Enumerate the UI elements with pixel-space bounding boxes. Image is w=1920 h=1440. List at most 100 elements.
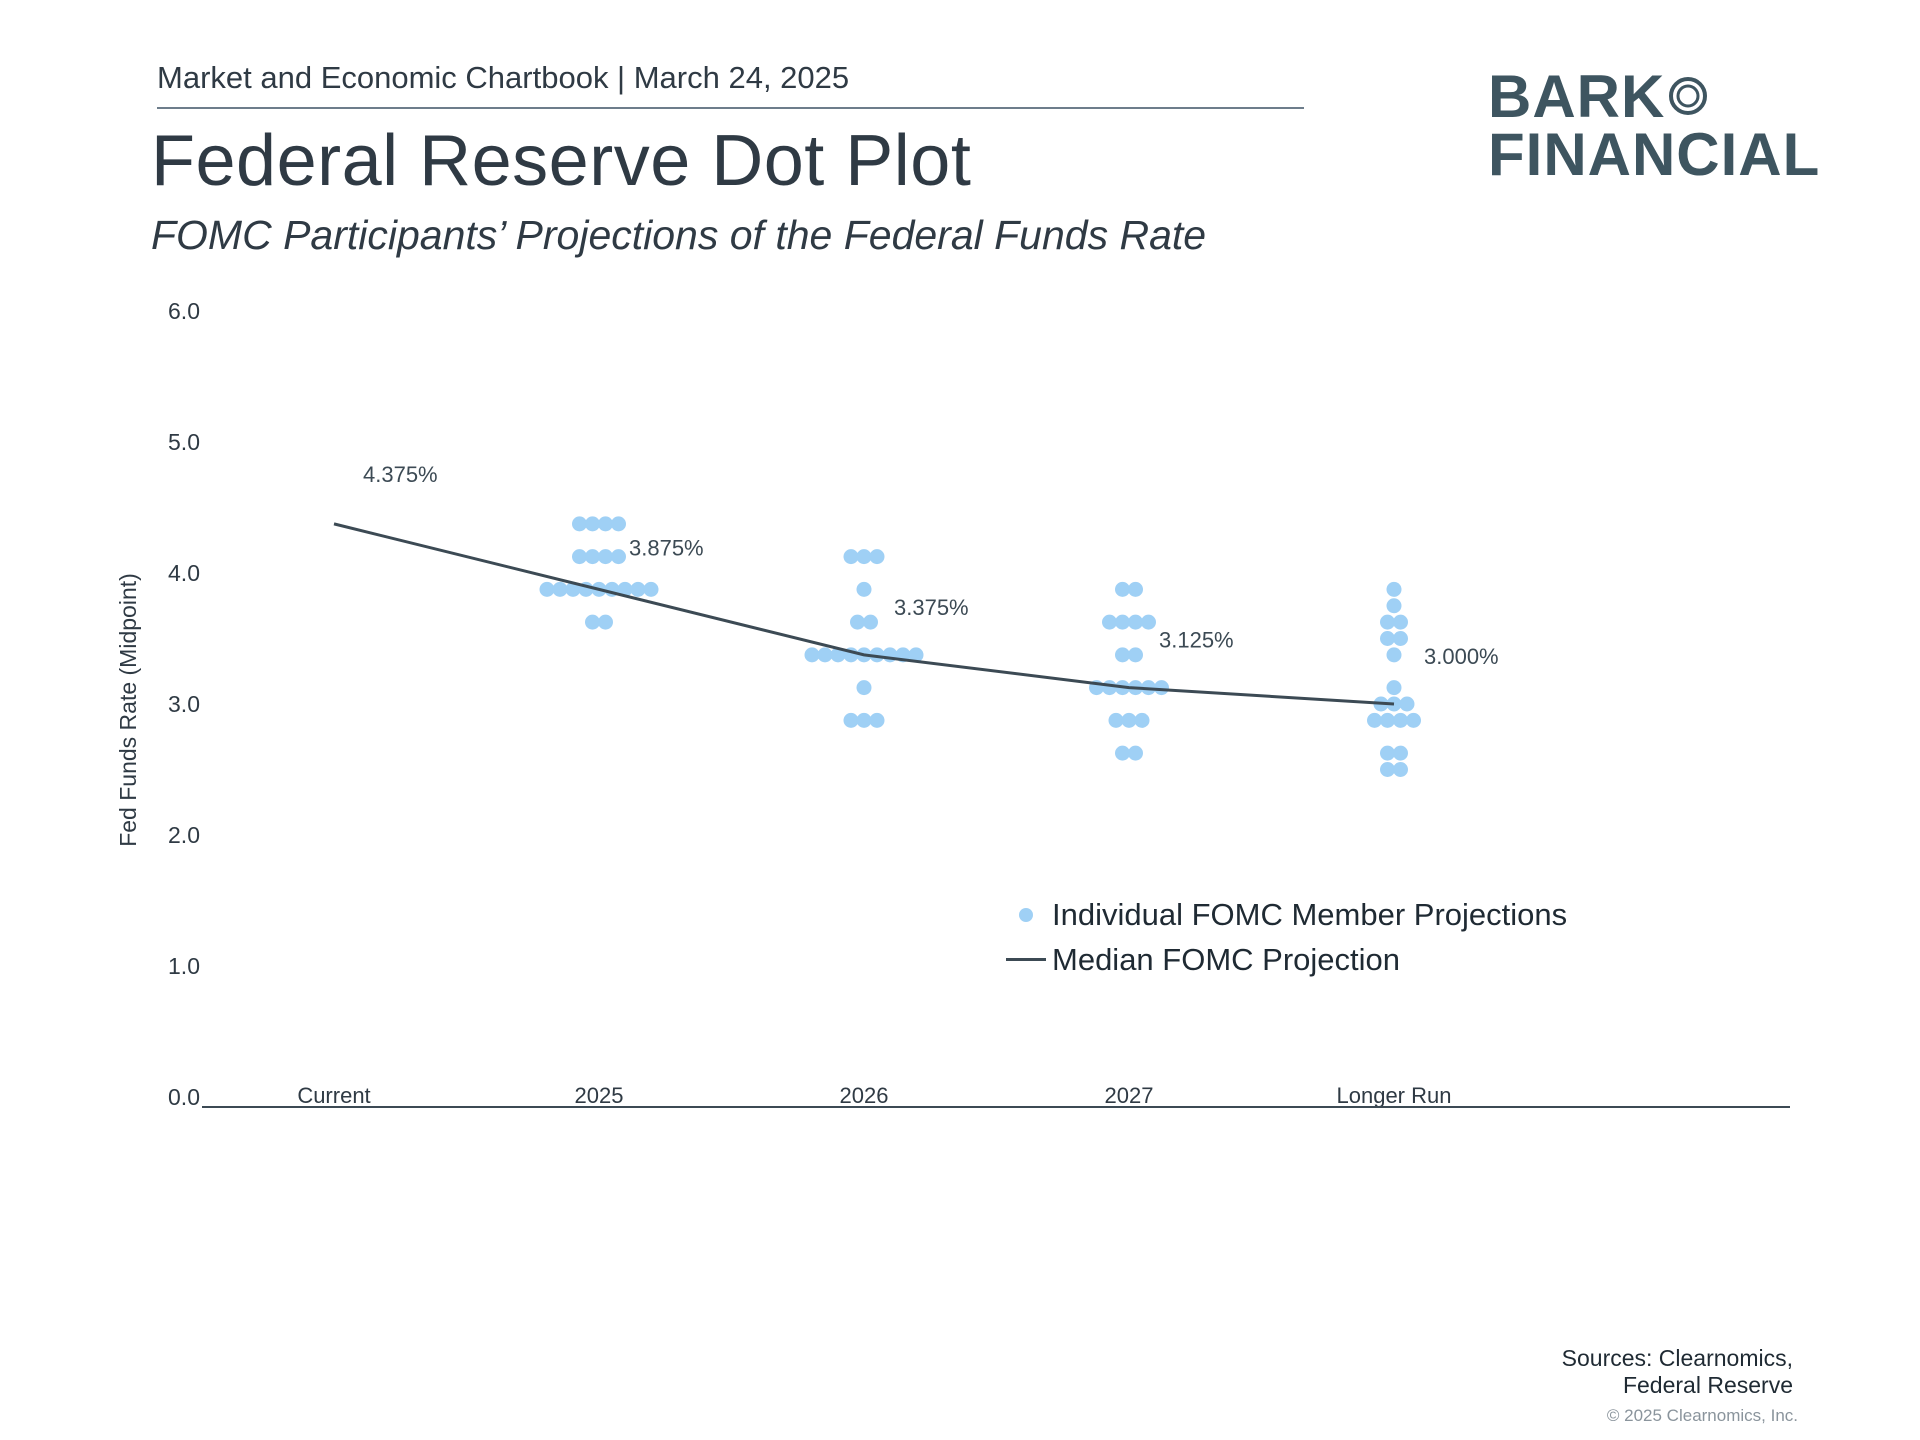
projection-dot <box>1399 696 1415 712</box>
x-tick-label: 2026 <box>840 1083 889 1108</box>
chart-legend: Individual FOMC Member Projections Media… <box>1000 892 1567 982</box>
projection-dot <box>1386 647 1402 663</box>
projection-dot <box>856 581 872 597</box>
projection-dot <box>611 516 626 532</box>
legend-label-dots: Individual FOMC Member Projections <box>1052 896 1568 932</box>
projection-dot <box>643 581 659 597</box>
projection-dot <box>817 647 833 663</box>
source-note: Sources: Clearnomics, Federal Reserve <box>1562 1345 1793 1399</box>
legend-line-swatch <box>1006 958 1046 961</box>
projection-dot <box>869 712 885 728</box>
projection-dot <box>585 614 600 630</box>
projection-dot <box>552 581 568 597</box>
projection-dot <box>1393 712 1408 728</box>
projection-dot <box>1115 581 1130 597</box>
x-tick-label: Current <box>297 1083 370 1108</box>
projection-dot <box>908 647 924 663</box>
legend-label-median: Median FOMC Projection <box>1052 941 1401 977</box>
brand-logo: BARK FINANCIAL <box>1488 63 1821 188</box>
y-tick-label: 5.0 <box>168 429 200 455</box>
projection-dot <box>869 647 885 663</box>
x-tick-label: Longer Run <box>1337 1083 1452 1108</box>
logo-text-line2: FINANCIAL <box>1488 121 1821 188</box>
projection-dot <box>585 549 600 565</box>
projection-dot <box>869 549 885 565</box>
projection-dot <box>1386 680 1402 696</box>
y-tick-label: 2.0 <box>168 822 200 848</box>
projection-dot <box>1141 614 1156 630</box>
median-value-label: 3.375% <box>894 595 969 620</box>
x-tick-label: 2025 <box>575 1083 624 1108</box>
projection-dot <box>1115 614 1130 630</box>
median-value-label: 3.000% <box>1424 644 1499 669</box>
projection-dot <box>1393 631 1408 646</box>
projection-dot <box>856 712 872 728</box>
projection-dot <box>617 581 633 597</box>
projection-dot <box>1380 614 1395 630</box>
projection-dot <box>1380 762 1395 777</box>
y-tick-label: 0.0 <box>168 1084 200 1110</box>
legend-item-dots: Individual FOMC Member Projections <box>1000 892 1567 937</box>
projection-dot <box>1121 712 1137 728</box>
projection-dot <box>856 549 872 565</box>
projection-dot <box>1102 614 1117 630</box>
y-tick-label: 6.0 <box>168 298 200 324</box>
projection-dot <box>598 614 613 630</box>
projection-dot <box>863 614 878 630</box>
copyright-note: © 2025 Clearnomics, Inc. <box>1606 1406 1798 1425</box>
median-value-label: 4.375% <box>363 462 438 487</box>
chartbook-header: Market and Economic Chartbook | March 24… <box>157 60 850 95</box>
projection-dot <box>630 581 646 597</box>
median-value-label: 3.875% <box>629 535 704 560</box>
projection-dot <box>1128 581 1143 597</box>
ring-o-icon <box>1667 68 1709 126</box>
projection-dot <box>1393 614 1408 630</box>
y-tick-label: 3.0 <box>168 691 200 717</box>
projection-dot <box>572 516 587 532</box>
projection-dot <box>585 516 600 532</box>
projection-dot <box>1380 631 1395 646</box>
projection-dot <box>1393 762 1408 777</box>
projection-dot <box>1154 680 1169 696</box>
projection-dot <box>1367 712 1382 728</box>
legend-item-median: Median FOMC Projection <box>1000 937 1567 982</box>
x-tick-label: 2027 <box>1105 1083 1154 1108</box>
projection-dot <box>1386 598 1402 614</box>
legend-dot-swatch <box>1019 907 1033 922</box>
projection-dot <box>539 581 555 597</box>
projection-dot <box>1406 712 1421 728</box>
projection-dot <box>1393 745 1408 761</box>
median-line <box>333 522 1395 706</box>
projection-dot <box>1115 745 1130 761</box>
y-tick-label: 1.0 <box>168 953 200 979</box>
projection-dot <box>1128 647 1143 663</box>
projection-dot <box>856 680 872 696</box>
projection-dot <box>850 614 865 630</box>
projection-dot <box>1102 680 1117 696</box>
source-line-1: Sources: Clearnomics, <box>1561 1345 1793 1371</box>
page-subtitle: FOMC Participants’ Projections of the Fe… <box>151 212 1207 258</box>
projection-dot <box>1380 745 1395 761</box>
projection-dot <box>1115 647 1130 663</box>
projection-dot <box>1386 581 1402 597</box>
projection-dot <box>1134 712 1150 728</box>
source-line-2: Federal Reserve <box>1622 1372 1793 1398</box>
projection-dot <box>1128 614 1143 630</box>
logo-text-line1: BARK <box>1488 63 1666 130</box>
projection-dot <box>830 647 846 663</box>
y-axis-label: Fed Funds Rate (Midpoint) <box>115 573 141 847</box>
median-value-label: 3.125% <box>1159 628 1234 653</box>
header-divider <box>157 107 1304 109</box>
projection-dot <box>1128 745 1143 761</box>
projection-dot <box>804 647 820 663</box>
projection-dot <box>611 549 626 565</box>
y-tick-label: 4.0 <box>168 560 200 586</box>
projection-dot <box>843 712 859 728</box>
projection-dot <box>572 549 587 565</box>
page-title: Federal Reserve Dot Plot <box>151 121 972 201</box>
projection-dot <box>598 549 613 565</box>
projection-dot <box>843 549 859 565</box>
projection-dot <box>1108 712 1124 728</box>
projection-dot <box>1380 712 1395 728</box>
